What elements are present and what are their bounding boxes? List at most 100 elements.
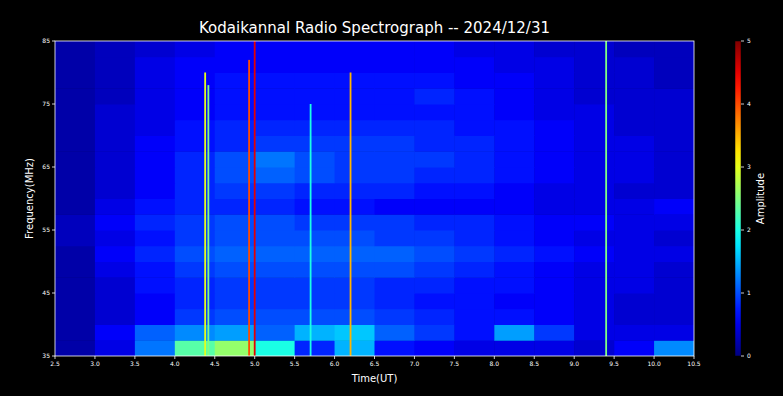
heatmap-cell [375, 57, 415, 73]
x-tick-label: 4.5 [210, 360, 220, 367]
heatmap-cell [335, 104, 375, 120]
x-tick-label: 3.0 [90, 360, 100, 367]
heatmap-cell [454, 309, 494, 325]
heatmap-cell [55, 309, 95, 325]
heatmap-cell [534, 262, 574, 278]
heatmap-cell [614, 183, 654, 199]
heatmap-cell [574, 104, 614, 120]
heatmap-cell [534, 88, 574, 104]
heatmap-cell [335, 120, 375, 136]
heatmap-cell [335, 136, 375, 152]
heatmap-cell [534, 104, 574, 120]
heatmap-cell [335, 262, 375, 278]
heatmap-cell [534, 277, 574, 293]
heatmap-cell [574, 262, 614, 278]
heatmap-cell [255, 325, 295, 341]
heatmap-cell [135, 41, 175, 57]
heatmap-cell [95, 293, 135, 309]
heatmap-cell [335, 41, 375, 57]
heatmap-cell [654, 262, 694, 278]
heatmap-cell [255, 41, 295, 57]
x-tick [574, 356, 575, 359]
heatmap-cell [454, 136, 494, 152]
heatmap-cell [614, 73, 654, 89]
heatmap-cell [414, 199, 454, 215]
heatmap-cell [534, 293, 574, 309]
heatmap-cell [614, 325, 654, 341]
heatmap-cell [454, 325, 494, 341]
heatmap-cell [414, 214, 454, 230]
heatmap-cell [454, 199, 494, 215]
heatmap-cell [454, 262, 494, 278]
heatmap-cell [574, 41, 614, 57]
heatmap-cell [454, 104, 494, 120]
heatmap-cell [494, 277, 534, 293]
heatmap-cell [255, 167, 295, 183]
heatmap-cell [375, 199, 415, 215]
heatmap-cell [55, 73, 95, 89]
x-tick-label: 2.5 [50, 360, 60, 367]
heatmap-cell [95, 340, 135, 356]
heatmap-cell [454, 151, 494, 167]
heatmap-cell [135, 167, 175, 183]
heatmap-cell [654, 151, 694, 167]
heatmap-cell [375, 183, 415, 199]
heatmap-cell [574, 183, 614, 199]
y-tick [52, 230, 55, 231]
heatmap-cell [375, 340, 415, 356]
heatmap-cell [95, 262, 135, 278]
x-tick [55, 356, 56, 359]
heatmap-cell [295, 167, 335, 183]
heatmap-cell [55, 199, 95, 215]
colorbar-tick [741, 104, 744, 105]
heatmap-cell [295, 120, 335, 136]
heatmap-cell [414, 151, 454, 167]
heatmap-cell [295, 230, 335, 246]
heatmap-cell [454, 88, 494, 104]
heatmap-cell [55, 325, 95, 341]
heatmap-cell [534, 57, 574, 73]
heatmap-cell [414, 230, 454, 246]
heatmap-cell [654, 199, 694, 215]
heatmap-cell [574, 246, 614, 262]
heatmap-cell [95, 214, 135, 230]
colorbar [735, 41, 741, 356]
x-tick [494, 356, 495, 359]
colorbar-tick [741, 41, 744, 42]
heatmap-cell [175, 57, 215, 73]
heatmap-cell [375, 73, 415, 89]
heatmap-cell [534, 246, 574, 262]
heatmap-cell [375, 246, 415, 262]
heatmap-cell [375, 262, 415, 278]
heatmap-cell [454, 73, 494, 89]
heatmap-cell [95, 136, 135, 152]
heatmap-cell [574, 88, 614, 104]
heatmap-cell [135, 57, 175, 73]
title: Kodaikannal Radio Spectrograph -- 2024/1… [199, 19, 550, 37]
heatmap-cell [454, 183, 494, 199]
heatmap-cell [135, 88, 175, 104]
y-tick [52, 167, 55, 168]
heatmap-cell [335, 73, 375, 89]
colorbar-tick-label: 5 [747, 37, 751, 44]
heatmap-cell [494, 262, 534, 278]
heatmap-cell [534, 230, 574, 246]
burst [605, 41, 607, 356]
heatmap-cell [55, 230, 95, 246]
burst [207, 85, 209, 356]
heatmap-cell [135, 183, 175, 199]
heatmap-cell [414, 262, 454, 278]
heatmap-cell [375, 230, 415, 246]
heatmap-cell [494, 325, 534, 341]
heatmap-cell [255, 340, 295, 356]
heatmap-cell [295, 246, 335, 262]
heatmap-cell [335, 183, 375, 199]
colorbar-tick [741, 230, 744, 231]
heatmap-cell [95, 325, 135, 341]
x-tick [374, 356, 375, 359]
heatmap-cell [375, 88, 415, 104]
heatmap-cell [95, 277, 135, 293]
burst [310, 104, 312, 356]
burst [204, 73, 206, 357]
x-tick-label: 9.5 [609, 360, 619, 367]
